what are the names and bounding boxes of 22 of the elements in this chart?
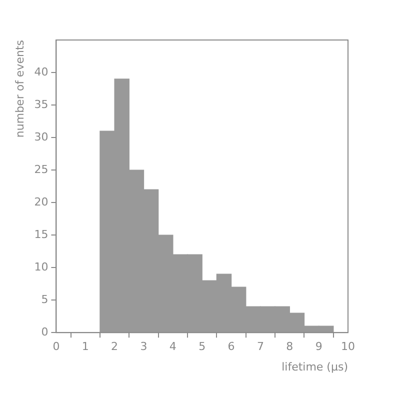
- x-tick-label: 0: [52, 340, 60, 354]
- y-tick-label: 40: [34, 65, 48, 78]
- x-tick-label: 7: [256, 340, 264, 354]
- y-tick-label: 5: [41, 292, 48, 306]
- x-tick-label: 1: [82, 340, 89, 354]
- y-tick-label: 30: [34, 130, 48, 144]
- y-tick-label: 25: [34, 162, 48, 176]
- y-axis-title: number of events: [13, 40, 26, 138]
- x-tick-label: 6: [228, 340, 235, 354]
- x-tick-label: 2: [111, 340, 118, 354]
- y-tick-label: 10: [34, 260, 48, 274]
- y-tick-label: 0: [41, 325, 48, 338]
- x-tick-label: 3: [140, 340, 148, 354]
- y-tick-label: 20: [34, 195, 48, 208]
- x-tick-label: 4: [169, 340, 176, 354]
- x-tick-label: 9: [315, 340, 322, 354]
- y-tick-label: 35: [34, 98, 48, 111]
- x-tick-label: 8: [286, 340, 294, 354]
- y-tick-label: 15: [34, 228, 48, 241]
- x-tick-label: 10: [341, 340, 355, 354]
- x-axis-title: lifetime (μs): [282, 360, 348, 374]
- x-tick-label: 5: [198, 340, 206, 354]
